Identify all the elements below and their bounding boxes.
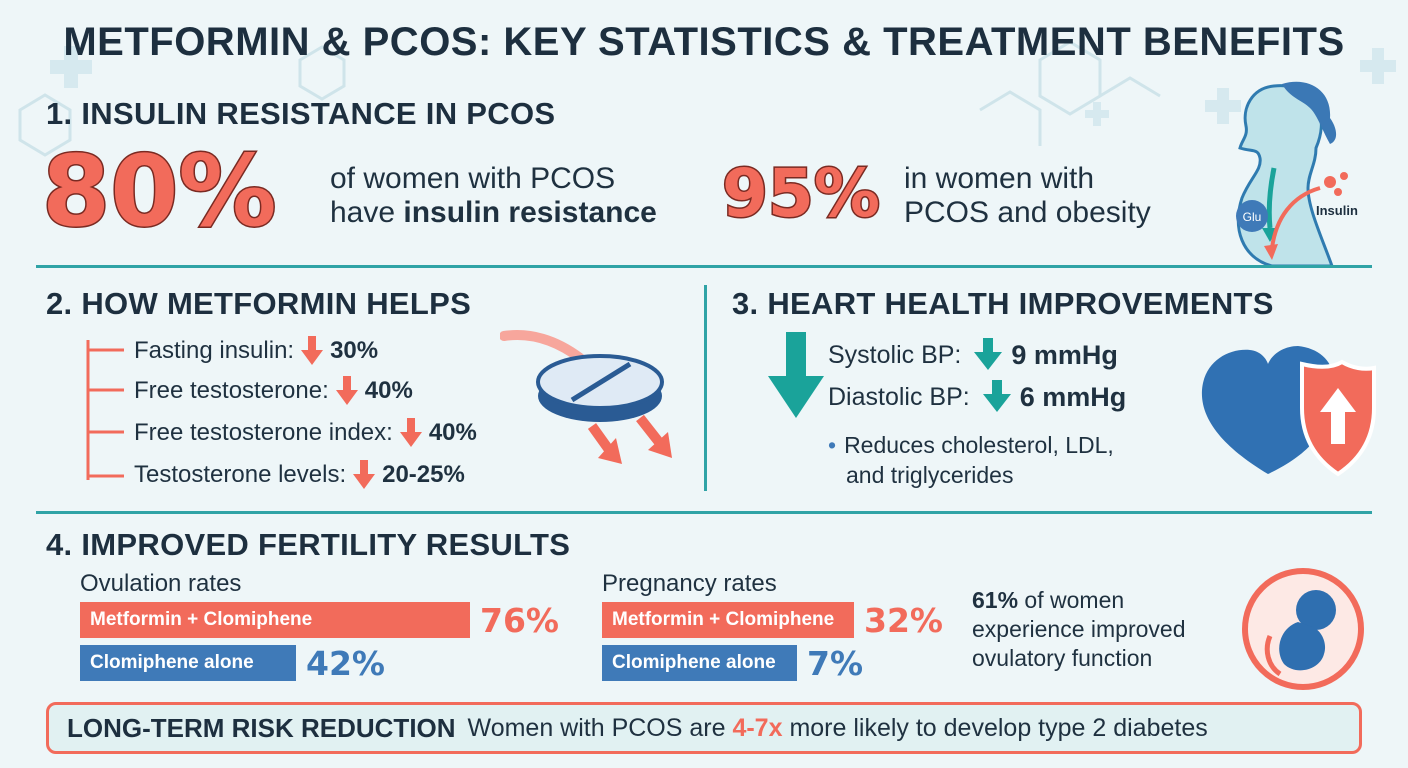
section1-heading: 1. INSULIN RESISTANCE IN PCOS	[46, 96, 556, 131]
pregnancy-bar-value: 7%	[807, 644, 864, 683]
metformin-effect-row: Free testosterone index: 40%	[134, 418, 477, 448]
effect-label: Fasting insulin:	[134, 337, 295, 364]
section4-heading: 4. IMPROVED FERTILITY RESULTS	[46, 527, 571, 562]
stat-80-text: of women with PCOS have insulin resistan…	[330, 162, 657, 230]
long-term-risk-banner: LONG-TERM RISK REDUCTION Women with PCOS…	[46, 702, 1362, 754]
effect-label: Testosterone levels:	[134, 461, 347, 488]
pregnancy-bar: Metformin + Clomiphene	[602, 602, 854, 638]
callout-line1: 61% of women	[972, 586, 1186, 615]
cholesterol-text1: Reduces cholesterol, LDL,	[844, 432, 1114, 458]
fetus-icon	[1242, 568, 1364, 690]
callout-value: 61%	[972, 587, 1019, 613]
pregnancy-bar-value: 32%	[864, 601, 943, 640]
metformin-effect-row: Testosterone levels: 20-25%	[134, 460, 465, 490]
ovulatory-callout: 61% of women experience improved ovulato…	[972, 586, 1186, 673]
coral-down-arrow-icon	[353, 460, 376, 489]
bullet-dot-icon: •	[828, 432, 837, 458]
insulin-body-illustration: Glu Insulin	[1212, 78, 1382, 268]
stat-80-line2-plain: have	[330, 196, 404, 229]
stat-95-line1: in women with	[904, 162, 1095, 195]
long-term-text-before: Women with PCOS are	[467, 713, 733, 742]
diastolic-row: Diastolic BP: 6 mmHg	[828, 380, 1126, 414]
callout-line1-rest: of women	[1018, 587, 1125, 613]
metformin-effect-row: Free testosterone: 40%	[134, 376, 413, 406]
coral-down-arrow-icon	[335, 376, 358, 405]
pregnancy-bar: Clomiphene alone	[602, 645, 797, 681]
pregnancy-title: Pregnancy rates	[602, 570, 777, 597]
stat-95-value: 95%	[721, 154, 882, 234]
divider-middle	[36, 511, 1372, 514]
callout-line3: ovulatory function	[972, 645, 1153, 671]
list-bracket	[86, 340, 124, 480]
insulin-label: Insulin	[1316, 203, 1358, 218]
effect-value: 40%	[428, 419, 477, 446]
divider-vertical	[704, 285, 707, 491]
ovulation-bar-value: 42%	[306, 644, 385, 683]
cholesterol-line1: • Reduces cholesterol, LDL,	[828, 430, 1114, 460]
teal-down-arrow-icon	[974, 338, 1003, 370]
heart-shield-icon	[1201, 346, 1376, 477]
ovulation-title: Ovulation rates	[80, 570, 242, 597]
long-term-highlight: 4-7x	[732, 713, 783, 742]
cholesterol-bullet: • Reduces cholesterol, LDL, and triglycer…	[828, 430, 1114, 490]
stat-95-text: in women with PCOS and obesity	[904, 162, 1151, 230]
page-title: METFORMIN & PCOS: KEY STATISTICS & TREAT…	[63, 20, 1345, 64]
coral-down-arrow-icon	[301, 336, 324, 365]
diastolic-value: 6 mmHg	[1019, 381, 1127, 412]
systolic-label: Systolic BP:	[828, 340, 962, 369]
effect-value: 40%	[364, 377, 413, 404]
section3-heading: 3. HEART HEALTH IMPROVEMENTS	[732, 286, 1274, 321]
callout-line2: experience improved	[972, 616, 1186, 642]
woman-silhouette-icon: Glu Insulin	[1236, 81, 1358, 268]
section2-heading: 2. HOW METFORMIN HELPS	[46, 286, 472, 321]
long-term-heading: LONG-TERM RISK REDUCTION	[67, 712, 456, 743]
glucose-label: Glu	[1243, 210, 1262, 224]
systolic-value: 9 mmHg	[1011, 339, 1118, 370]
ovulation-bar-value: 76%	[480, 601, 559, 640]
pill-icon	[500, 330, 672, 464]
stat-80-line2-bold: insulin resistance	[403, 196, 657, 229]
ovulation-bar: Metformin + Clomiphene	[80, 602, 470, 638]
stat-95-line2: PCOS and obesity	[904, 196, 1151, 229]
systolic-row: Systolic BP: 9 mmHg	[828, 338, 1118, 372]
divider-top	[36, 265, 1372, 268]
diastolic-label: Diastolic BP:	[828, 382, 970, 411]
ovulation-bar: Clomiphene alone	[80, 645, 296, 681]
stat-80-line1: of women with PCOS	[330, 162, 616, 195]
metformin-effect-row: Fasting insulin: 30%	[134, 336, 378, 366]
long-term-text: Women with PCOS are 4-7x more likely to …	[468, 714, 1208, 743]
effect-label: Free testosterone index:	[134, 419, 393, 446]
coral-down-arrow-icon	[399, 418, 422, 447]
teal-down-arrow-icon	[982, 380, 1011, 412]
big-down-arrow-icon	[768, 332, 824, 418]
effect-label: Free testosterone:	[134, 377, 329, 404]
effect-value: 20-25%	[382, 461, 465, 488]
effect-value: 30%	[330, 337, 379, 364]
long-term-text-after: more likely to develop type 2 diabetes	[782, 713, 1208, 742]
stat-80-line2: have insulin resistance	[330, 196, 657, 230]
stat-80-value: 80%	[41, 134, 279, 251]
cholesterol-line2: and triglycerides	[846, 462, 1014, 488]
